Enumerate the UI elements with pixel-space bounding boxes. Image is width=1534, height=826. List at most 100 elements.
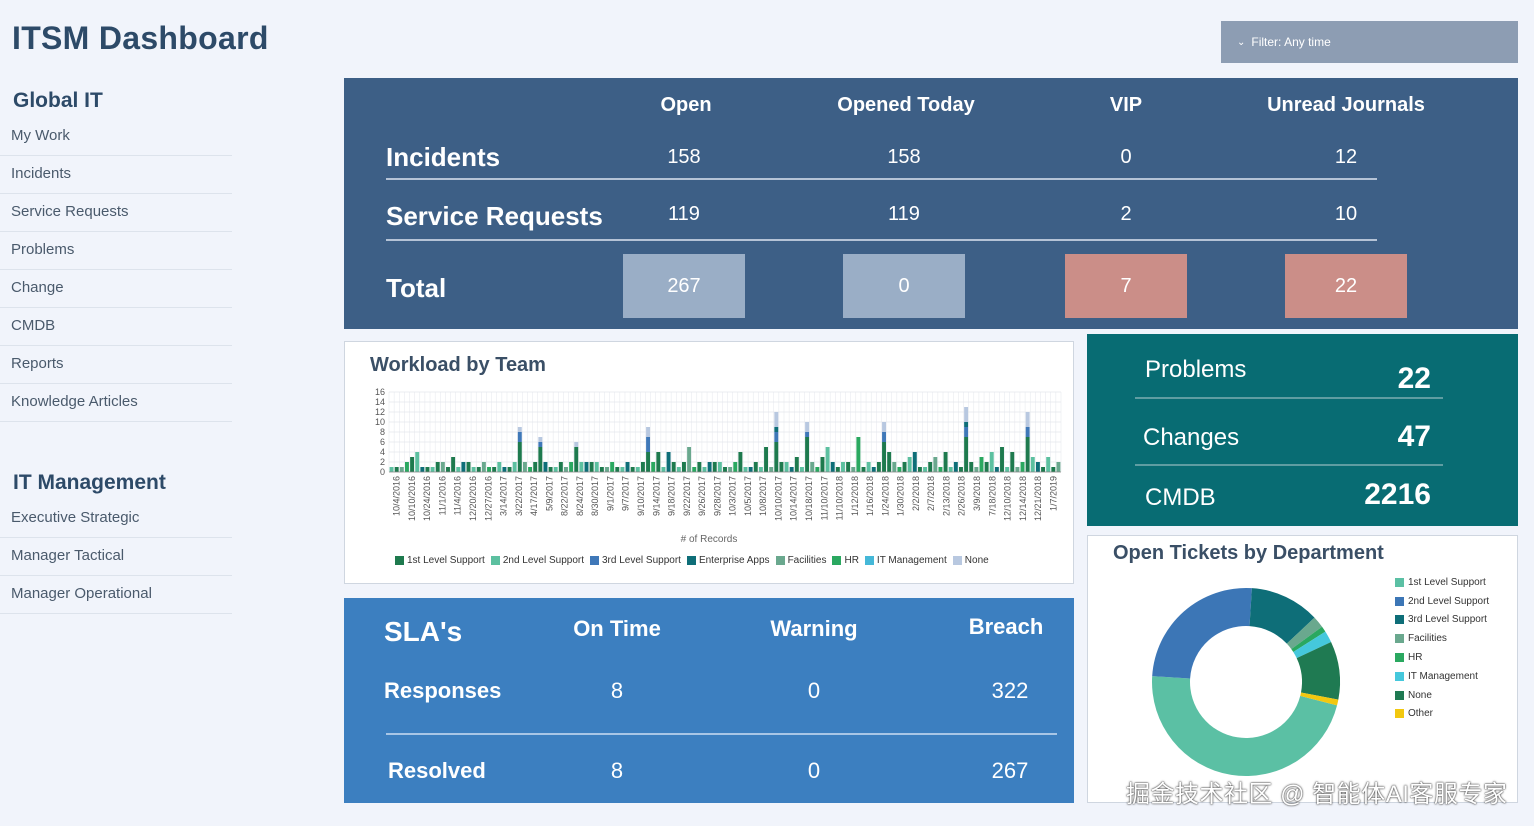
bar — [933, 457, 938, 472]
sla-responses-on-time[interactable]: 8 — [610, 678, 624, 703]
total-opened-today[interactable]: 0 — [843, 254, 965, 318]
bar — [635, 467, 640, 472]
total-unread-journals[interactable]: 22 — [1285, 254, 1407, 318]
count-value-cmdb[interactable]: 2216 — [1364, 478, 1431, 511]
bar — [415, 452, 420, 472]
sidebar-item-manager-operational[interactable]: Manager Operational — [0, 576, 232, 614]
sla-row-label-resolved[interactable]: Resolved — [388, 758, 486, 783]
count-value-problems[interactable]: 22 — [1397, 362, 1431, 395]
count-label-problems[interactable]: Problems — [1145, 356, 1247, 383]
sidebar-item-incidents[interactable]: Incidents — [0, 156, 232, 194]
sidebar-item-problems[interactable]: Problems — [0, 232, 232, 270]
legend-item[interactable]: 2nd Level Support — [1395, 592, 1489, 611]
bar — [630, 467, 635, 472]
y-tick-label: 2 — [380, 457, 385, 467]
legend-item[interactable]: 1st Level Support — [1395, 573, 1489, 592]
sidebar-section-it-management: IT Management — [13, 471, 166, 494]
count-label-changes[interactable]: Changes — [1143, 424, 1240, 451]
legend-item[interactable]: 3rd Level Support — [590, 555, 681, 566]
sla-responses-breach[interactable]: 322 — [991, 678, 1029, 703]
sidebar-item-my-work[interactable]: My Work — [0, 118, 232, 156]
count-label-cmdb[interactable]: CMDB — [1145, 484, 1216, 511]
legend-item[interactable]: Enterprise Apps — [686, 555, 770, 566]
sidebar-item-service-requests[interactable]: Service Requests — [0, 194, 232, 232]
x-tick-label: 8/24/2017 — [575, 476, 585, 516]
donut-slice[interactable] — [1152, 676, 1338, 776]
bar — [728, 467, 733, 472]
bar — [389, 467, 394, 472]
legend-item[interactable]: Facilities — [1395, 629, 1489, 648]
bar — [425, 467, 430, 472]
donut-slice[interactable] — [1152, 588, 1252, 679]
sidebar-item-knowledge-articles[interactable]: Knowledge Articles — [0, 384, 232, 422]
sidebar-item-cmdb[interactable]: CMDB — [0, 308, 232, 346]
legend-item[interactable]: Other — [1395, 705, 1489, 724]
donut-slice[interactable] — [1286, 617, 1323, 650]
bar — [779, 462, 784, 472]
sla-resolved-breach[interactable]: 267 — [991, 758, 1029, 783]
service-requests-opened-today[interactable]: 119 — [888, 203, 920, 225]
sidebar-item-manager-tactical[interactable]: Manager Tactical — [0, 538, 232, 576]
sidebar-item-change[interactable]: Change — [0, 270, 232, 308]
y-tick-label: 10 — [375, 417, 385, 427]
service-requests-open[interactable]: 119 — [668, 203, 700, 225]
bar-segment — [774, 432, 779, 442]
x-tick-label: 9/7/2017 — [621, 476, 631, 511]
x-tick-label: 2/13/2018 — [941, 476, 951, 516]
legend-swatch — [590, 556, 599, 565]
legend-item[interactable]: IT Management — [1395, 667, 1489, 686]
donut-slice[interactable] — [1291, 626, 1326, 652]
bar-segment — [517, 427, 522, 432]
bar — [753, 462, 758, 472]
row-label-service-requests[interactable]: Service Requests — [386, 201, 603, 231]
bar — [666, 452, 671, 472]
service-requests-unread-journals[interactable]: 10 — [1334, 203, 1358, 225]
bar — [702, 467, 707, 472]
incidents-opened-today[interactable]: 158 — [887, 146, 921, 168]
bar — [943, 452, 948, 472]
row-label-incidents[interactable]: Incidents — [386, 142, 501, 172]
sidebar-item-reports[interactable]: Reports — [0, 346, 232, 384]
bar-segment — [1025, 437, 1030, 472]
sla-resolved-warning[interactable]: 0 — [807, 758, 821, 783]
legend-item[interactable]: IT Management — [864, 555, 947, 566]
legend-swatch — [952, 556, 962, 565]
bar — [410, 457, 415, 472]
sla-resolved-on-time[interactable]: 8 — [610, 758, 624, 783]
bar — [399, 467, 404, 472]
legend-label: Enterprise Apps — [698, 555, 770, 566]
legend-item[interactable]: 3rd Level Support — [1395, 611, 1489, 630]
donut-slice[interactable] — [1249, 588, 1315, 644]
filter-dropdown[interactable]: ⌄ Filter: Any time — [1221, 21, 1518, 63]
service-requests-vip[interactable]: 2 — [1120, 203, 1132, 225]
donut-slice[interactable] — [1296, 641, 1340, 700]
bar — [430, 467, 435, 472]
legend-swatch — [1395, 577, 1404, 587]
legend-item[interactable]: HR — [1395, 648, 1489, 667]
legend-item[interactable]: Facilities — [775, 555, 826, 566]
legend-item[interactable]: 2nd Level Support — [490, 555, 584, 566]
bar — [451, 457, 456, 472]
bar — [984, 462, 989, 472]
legend-item[interactable]: None — [952, 555, 989, 566]
sla-responses-warning[interactable]: 0 — [807, 678, 821, 703]
total-vip[interactable]: 7 — [1065, 254, 1187, 318]
legend-item[interactable]: HR — [832, 555, 859, 566]
legend-item[interactable]: None — [1395, 686, 1489, 705]
department-donut-chart[interactable] — [1146, 582, 1346, 782]
legend-swatch — [1395, 596, 1404, 606]
donut-slice[interactable] — [1300, 692, 1339, 706]
sla-row-label-responses[interactable]: Responses — [384, 678, 502, 703]
count-value-changes[interactable]: 47 — [1397, 420, 1431, 453]
sidebar-item-executive-strategic[interactable]: Executive Strategic — [0, 500, 232, 538]
x-tick-label: 10/3/2017 — [728, 476, 738, 516]
bar — [866, 462, 871, 472]
incidents-unread-journals[interactable]: 12 — [1334, 146, 1358, 168]
bar — [651, 462, 656, 472]
incidents-open[interactable]: 158 — [667, 146, 701, 168]
total-open[interactable]: 267 — [623, 254, 745, 318]
donut-slice[interactable] — [1293, 631, 1332, 659]
incidents-vip[interactable]: 0 — [1120, 146, 1132, 168]
legend-item[interactable]: 1st Level Support — [395, 555, 485, 566]
